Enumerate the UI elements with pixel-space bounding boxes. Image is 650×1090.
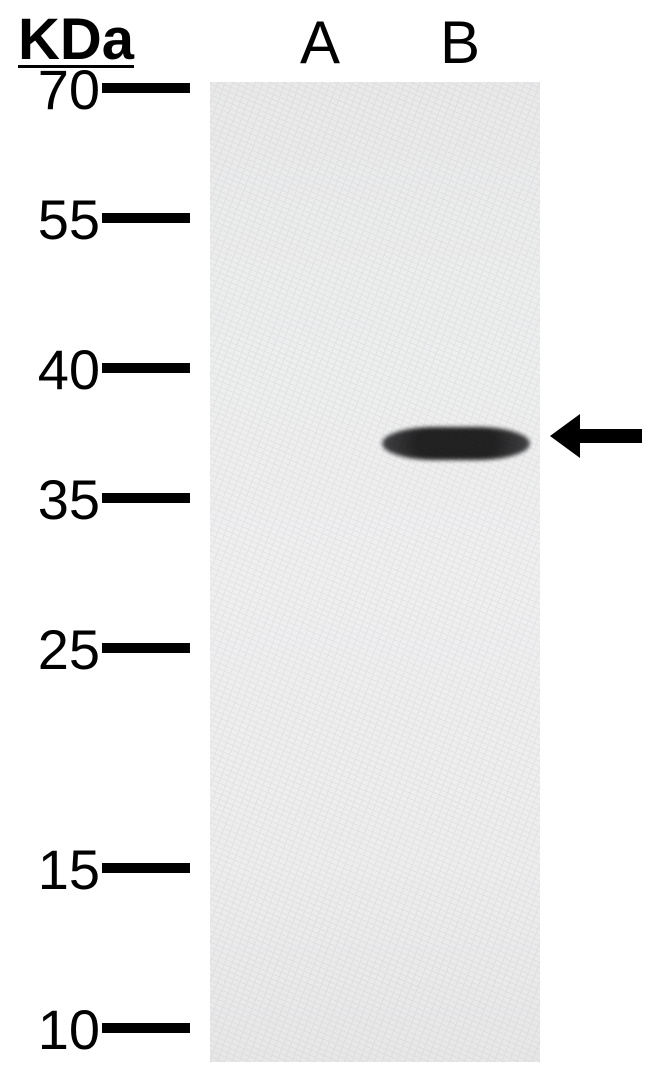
tick-mark — [102, 863, 190, 873]
tick-label: 35 — [0, 467, 100, 532]
tick-mark — [102, 493, 190, 503]
tick-mark — [102, 643, 190, 653]
tick-label: 40 — [0, 337, 100, 402]
tick-label: 15 — [0, 837, 100, 902]
blot-figure: KDa AB 70554035251510 — [0, 0, 650, 1090]
blot-noise — [210, 82, 540, 1062]
tick-label: 55 — [0, 187, 100, 252]
tick-label: 70 — [0, 57, 100, 122]
tick-label: 25 — [0, 617, 100, 682]
arrow-line — [580, 429, 642, 443]
tick-label: 10 — [0, 997, 100, 1062]
lane-label-A: A — [290, 8, 350, 77]
arrow-head-icon — [550, 414, 580, 458]
tick-mark — [102, 363, 190, 373]
tick-mark — [102, 83, 190, 93]
blot-membrane — [210, 82, 540, 1062]
tick-mark — [102, 213, 190, 223]
tick-mark — [102, 1023, 190, 1033]
indicator-arrow — [550, 414, 642, 458]
lane-label-B: B — [430, 8, 490, 77]
